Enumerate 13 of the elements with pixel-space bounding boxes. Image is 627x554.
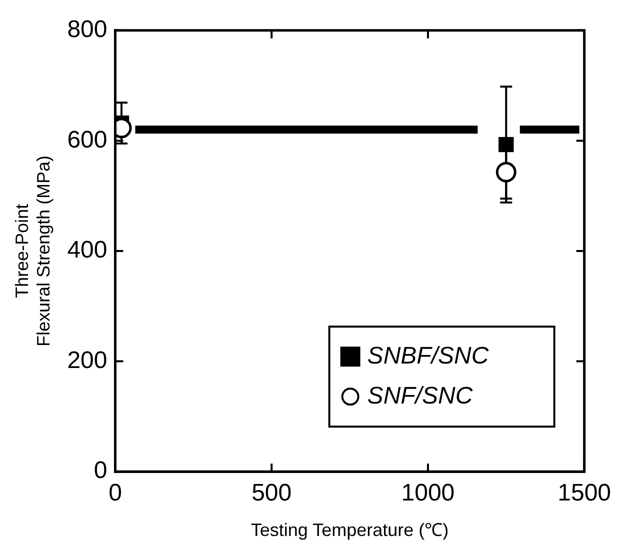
legend-label: SNF/SNC	[367, 382, 474, 410]
point	[498, 136, 514, 152]
y-tick-label: 200	[67, 346, 108, 374]
y-axis-title: Three-Point Flexural Strength (MPa)	[12, 155, 54, 347]
y-tick-label: 800	[67, 16, 108, 44]
x-tick-label: 1000	[401, 480, 455, 507]
x-axis-title: Testing Temperature (℃)	[250, 520, 449, 540]
y-tick-label: 600	[67, 126, 108, 154]
x-tick-label: 500	[252, 480, 292, 507]
legend-label: SNBF/SNC	[367, 342, 490, 370]
x-tick-label: 1500	[558, 480, 611, 507]
y-tick-label: 0	[94, 457, 108, 484]
y-tick-label: 400	[67, 236, 108, 264]
